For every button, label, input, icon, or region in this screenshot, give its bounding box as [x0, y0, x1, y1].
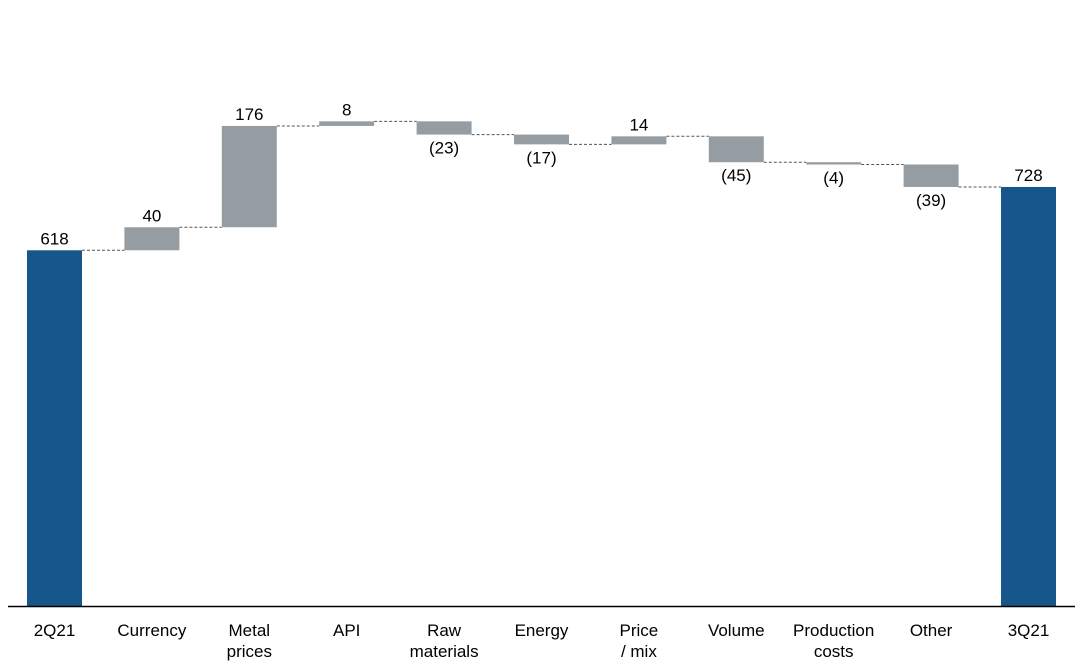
category-label-api: API [333, 621, 360, 640]
value-label-api: 8 [342, 100, 351, 119]
bar-raw-materials [416, 121, 472, 135]
bar-currency [124, 227, 180, 251]
value-label-energy: (17) [526, 148, 556, 167]
category-label-energy: Energy [515, 621, 569, 640]
value-label-currency: 40 [142, 206, 161, 225]
value-label-other: (39) [916, 191, 946, 210]
bar-2q21 [27, 250, 82, 606]
value-label-price-mix: 14 [629, 115, 648, 134]
value-label-raw-materials: (23) [429, 139, 459, 158]
bars-group [27, 121, 1056, 606]
bar-api [319, 121, 375, 126]
category-label-raw-materials: Raw materials [410, 621, 479, 661]
category-label-volume: Volume [708, 621, 765, 640]
bar-price-mix [611, 136, 667, 145]
bar-production-costs [806, 162, 862, 165]
category-label-currency: Currency [117, 621, 186, 640]
category-label-price-mix: Price / mix [620, 621, 659, 661]
category-label-production-costs: Production costs [793, 621, 874, 661]
category-labels-group: 2Q21 Currency Metal prices API Raw materials En… [34, 621, 1050, 661]
bar-volume [708, 136, 764, 163]
bar-metal-prices [221, 125, 277, 228]
value-label-3q21: 728 [1014, 166, 1042, 185]
bar-other [903, 164, 959, 187]
category-label-3q21: 3Q21 [1008, 621, 1050, 640]
bar-energy [514, 134, 569, 145]
value-label-production-costs: (4) [823, 169, 844, 188]
value-label-metal-prices: 176 [235, 105, 263, 124]
value-labels-group: 618 40 176 8 (23) (17) 14 (45) (4) (39) 728 [40, 100, 1042, 248]
bar-3q21 [1001, 186, 1056, 606]
category-label-metal-prices: Metal prices [227, 621, 272, 661]
connector-lines [82, 120, 1001, 251]
category-label-2q21: 2Q21 [34, 621, 76, 640]
value-label-2q21: 618 [40, 229, 68, 248]
value-label-volume: (45) [721, 166, 751, 185]
category-label-other: Other [910, 621, 953, 640]
